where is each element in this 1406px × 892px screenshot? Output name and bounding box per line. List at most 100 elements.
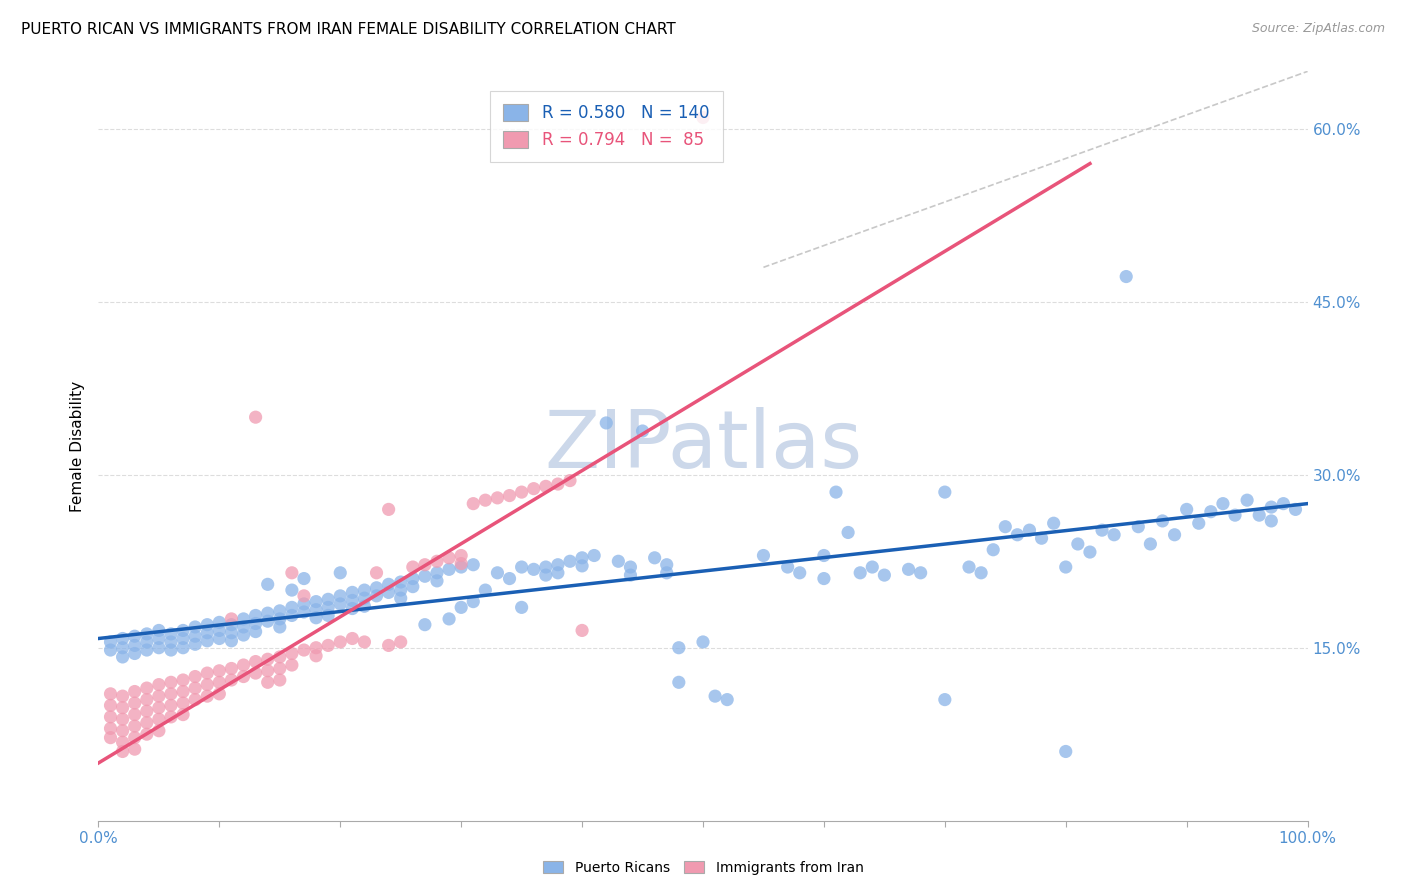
Point [510, 485, 533, 500]
Point [1249, 508, 1271, 523]
Point [353, 599, 375, 614]
Point [970, 566, 993, 580]
Point [1260, 514, 1282, 528]
Point [377, 577, 399, 591]
Point [172, 673, 194, 687]
Point [292, 597, 315, 611]
Point [100, 687, 122, 701]
Point [316, 592, 339, 607]
Point [413, 617, 436, 632]
Point [547, 558, 569, 572]
Point [474, 493, 496, 508]
Point [1007, 528, 1029, 542]
Point [245, 655, 267, 669]
Point [668, 640, 690, 655]
Point [1102, 528, 1125, 542]
Point [353, 591, 375, 606]
Point [292, 605, 315, 619]
Text: PUERTO RICAN VS IMMIGRANTS FROM IRAN FEMALE DISABILITY CORRELATION CHART: PUERTO RICAN VS IMMIGRANTS FROM IRAN FEM… [21, 22, 676, 37]
Point [595, 416, 617, 430]
Point [342, 601, 364, 615]
Point [135, 681, 157, 695]
Point [1284, 502, 1306, 516]
Point [221, 617, 243, 632]
Point [849, 566, 872, 580]
Point [644, 550, 666, 565]
Point [1031, 531, 1053, 545]
Point [184, 681, 207, 695]
Point [124, 742, 146, 756]
Point [413, 558, 436, 572]
Point [897, 562, 920, 576]
Point [221, 673, 243, 687]
Point [135, 635, 157, 649]
Point [389, 574, 412, 589]
Text: Source: ZipAtlas.com: Source: ZipAtlas.com [1251, 22, 1385, 36]
Point [148, 712, 170, 726]
Point [825, 485, 848, 500]
Point [305, 648, 328, 663]
Point [571, 558, 593, 573]
Point [776, 560, 799, 574]
Point [124, 707, 146, 722]
Point [837, 525, 859, 540]
Point [402, 580, 425, 594]
Point [1128, 519, 1150, 533]
Point [1054, 744, 1077, 758]
Point [148, 632, 170, 646]
Point [1091, 523, 1114, 537]
Point [172, 696, 194, 710]
Point [100, 731, 122, 745]
Point [704, 689, 727, 703]
Point [342, 632, 364, 646]
Point [208, 632, 231, 646]
Point [377, 502, 399, 516]
Point [208, 624, 231, 638]
Point [148, 640, 170, 655]
Point [256, 652, 278, 666]
Point [498, 572, 520, 586]
Point [342, 585, 364, 599]
Point [994, 519, 1017, 533]
Point [402, 572, 425, 586]
Point [245, 666, 267, 681]
Point [148, 678, 170, 692]
Point [486, 491, 509, 505]
Point [221, 612, 243, 626]
Point [221, 661, 243, 675]
Point [281, 647, 304, 661]
Point [305, 611, 328, 625]
Point [135, 643, 157, 657]
Point [281, 658, 304, 673]
Point [1212, 497, 1234, 511]
Point [329, 589, 352, 603]
Point [463, 497, 485, 511]
Point [111, 640, 134, 655]
Point [437, 612, 460, 626]
Point [510, 560, 533, 574]
Point [813, 549, 835, 563]
Point [1139, 537, 1161, 551]
Point [957, 560, 980, 574]
Point [607, 554, 630, 568]
Point [232, 658, 254, 673]
Point [124, 731, 146, 745]
Point [256, 577, 278, 591]
Point [195, 625, 218, 640]
Point [135, 704, 157, 718]
Point [534, 568, 557, 582]
Point [910, 566, 932, 580]
Point [100, 698, 122, 713]
Point [752, 549, 775, 563]
Point [256, 614, 278, 628]
Point [281, 600, 304, 615]
Point [232, 628, 254, 642]
Point [1067, 537, 1090, 551]
Point [172, 632, 194, 646]
Legend: R = 0.580   N = 140, R = 0.794   N =  85: R = 0.580 N = 140, R = 0.794 N = 85 [491, 91, 723, 162]
Point [329, 566, 352, 580]
Point [184, 669, 207, 683]
Point [100, 722, 122, 736]
Point [292, 572, 315, 586]
Point [184, 629, 207, 643]
